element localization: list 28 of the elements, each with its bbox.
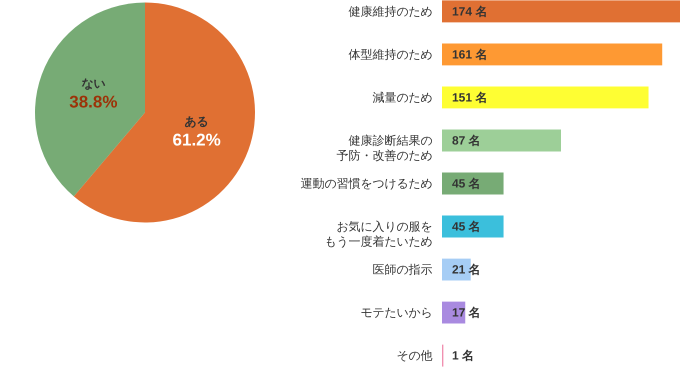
bar <box>442 302 466 324</box>
bar <box>442 0 680 22</box>
data-label: 17 名 <box>452 306 481 320</box>
data-label: 21 名 <box>452 262 481 277</box>
slice-label: ある <box>184 114 209 128</box>
y-tick-label: お気に入りの服をもう一度着たいため <box>324 220 432 249</box>
data-label: 87 名 <box>452 133 481 148</box>
y-tick-label: 医師の指示 <box>372 262 432 277</box>
data-label: 38.8% <box>69 92 118 112</box>
y-tick-label: 健康診断結果の予防・改善のため <box>336 133 432 162</box>
y-tick-label: 運動の習慣をつけるため <box>300 176 432 190</box>
y-tick-label: 健康維持のため <box>348 4 432 18</box>
y-tick-label: 減量のため <box>372 90 432 104</box>
slice-label: ない <box>81 76 106 91</box>
y-tick-label: モテたいから <box>360 306 432 320</box>
y-tick-label: 体型維持のため <box>348 47 432 62</box>
data-label: 151 名 <box>452 90 488 104</box>
data-label: 174 名 <box>452 4 488 18</box>
data-label: 161 名 <box>452 47 488 62</box>
data-label: 45 名 <box>452 220 481 234</box>
bar <box>442 43 662 66</box>
data-label: 1 名 <box>452 348 474 363</box>
data-label: 61.2% <box>172 130 221 150</box>
bar <box>442 130 561 152</box>
data-label: 45 名 <box>452 176 481 190</box>
pie-slice <box>35 2 145 196</box>
y-tick-label: その他 <box>396 348 432 363</box>
bar <box>442 86 649 108</box>
